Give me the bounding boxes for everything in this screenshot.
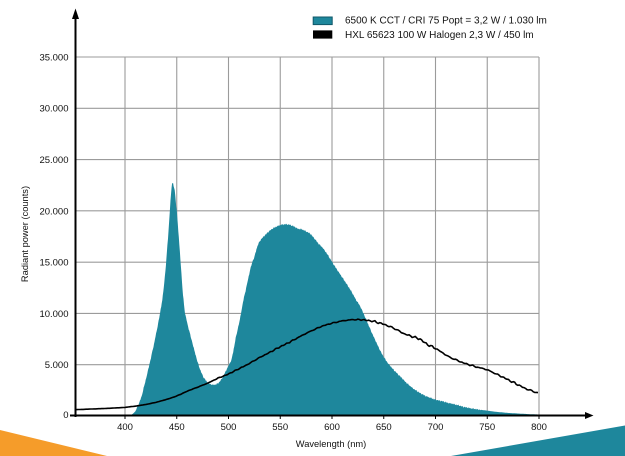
svg-text:750: 750	[479, 422, 495, 433]
svg-text:800: 800	[531, 422, 547, 433]
svg-text:HXL 65623 100 W Halogen 2,3 W: HXL 65623 100 W Halogen 2,3 W / 450 lm	[345, 30, 534, 41]
svg-text:Wavelength (nm): Wavelength (nm)	[296, 439, 366, 449]
svg-text:700: 700	[428, 422, 444, 433]
svg-text:650: 650	[376, 422, 392, 433]
svg-text:550: 550	[272, 422, 288, 433]
svg-text:5.000: 5.000	[45, 360, 69, 371]
svg-text:25.000: 25.000	[39, 155, 68, 166]
svg-text:Radiant power (counts): Radiant power (counts)	[20, 186, 30, 282]
svg-text:6500 K CCT / CRI 75 Popt = 3,2: 6500 K CCT / CRI 75 Popt = 3,2 W / 1.030…	[345, 16, 547, 27]
svg-text:15.000: 15.000	[39, 258, 68, 269]
svg-text:600: 600	[324, 422, 340, 433]
svg-text:35.000: 35.000	[39, 52, 68, 63]
svg-text:10.000: 10.000	[39, 309, 68, 320]
svg-text:30.000: 30.000	[39, 104, 68, 115]
svg-text:500: 500	[221, 422, 237, 433]
svg-text:450: 450	[169, 422, 185, 433]
svg-text:20.000: 20.000	[39, 206, 68, 217]
svg-text:400: 400	[117, 422, 133, 433]
svg-text:0: 0	[63, 410, 68, 421]
